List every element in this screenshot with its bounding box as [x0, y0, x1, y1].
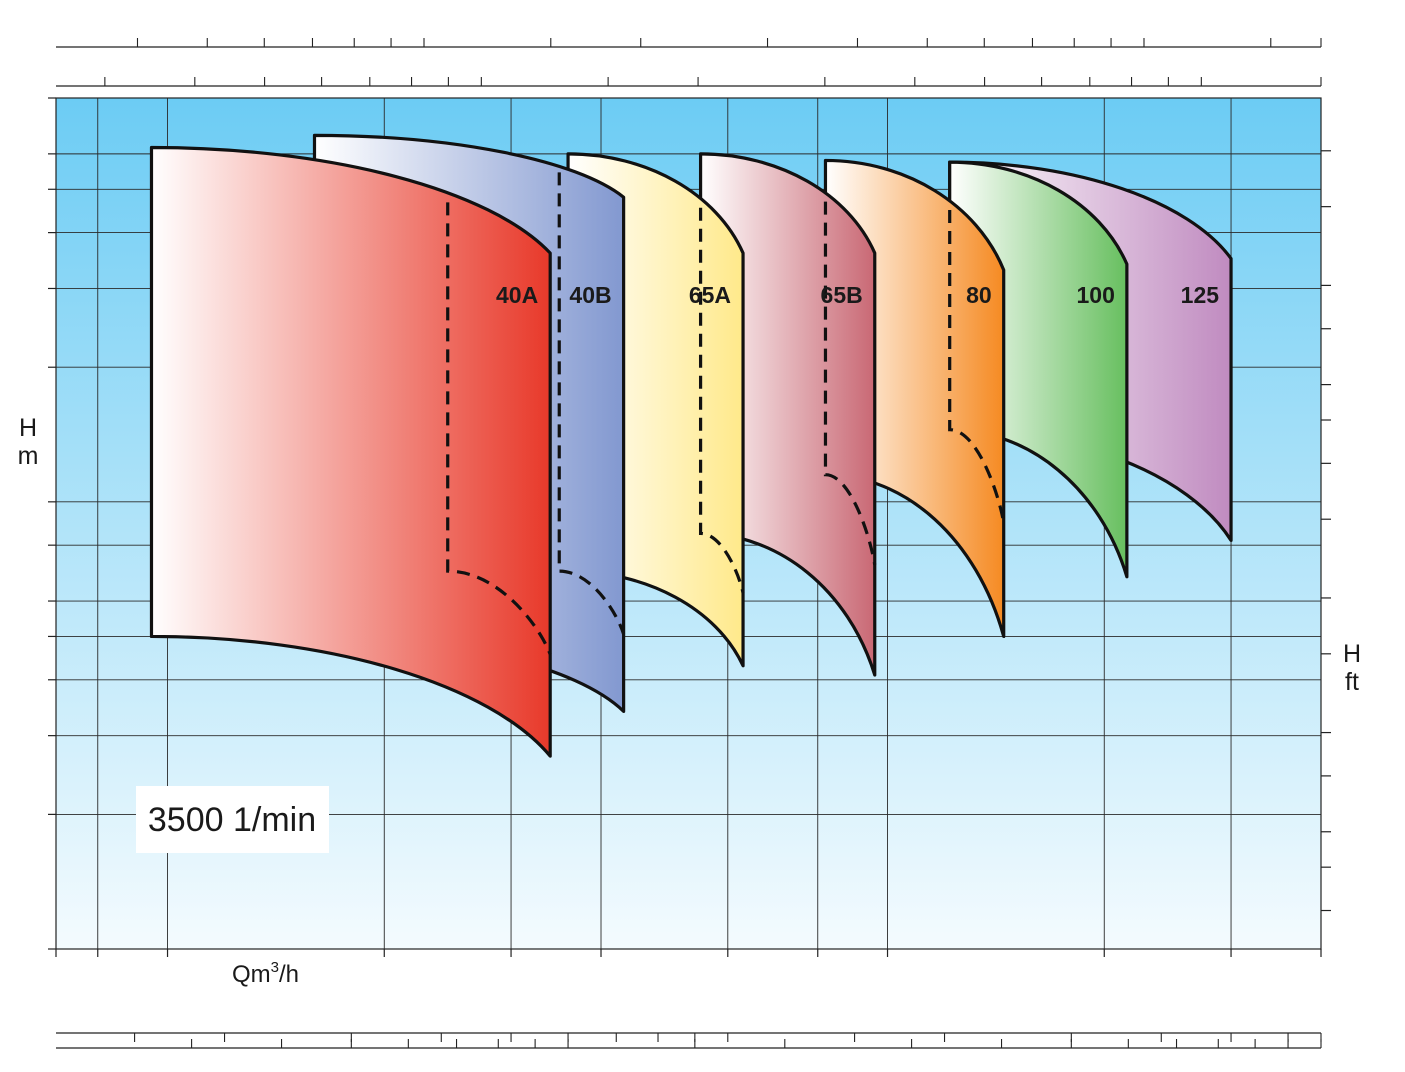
top-flow-axes — [56, 38, 1322, 87]
curve-label-80: 80 — [966, 282, 992, 308]
bottom-flow-axes — [56, 1032, 1322, 1049]
speed-label-box: 3500 1/min — [136, 786, 329, 853]
left-axis-head-m — [48, 97, 56, 950]
curve-trim-boundary-40A — [446, 202, 552, 655]
bottom-axis-label-sup: 3 — [271, 959, 279, 976]
bottom-axis-label-end: /h — [279, 961, 299, 988]
right-axis-label-h: H — [1343, 640, 1361, 668]
l_per_sec-axis — [56, 1039, 1322, 1049]
left-axis-label-h: H — [19, 414, 37, 442]
curve-trim-boundary-80 — [948, 209, 1006, 523]
curve-label-65B: 65B — [821, 282, 863, 308]
bottom-axis-flow-m3h — [55, 949, 1322, 957]
us_gpm-axis — [56, 38, 1322, 48]
speed-label: 3500 1/min — [148, 801, 316, 839]
curve-trim-boundary-65A — [698, 207, 745, 594]
curve-trim-boundary-65B — [823, 201, 877, 566]
curve-40A: 40A — [149, 145, 552, 758]
curve-label-65A: 65A — [689, 282, 731, 308]
pump-curves: 125 100 80 65B 65A 40B 40A — [149, 133, 1233, 758]
curve-trim-boundary-40B — [557, 172, 626, 635]
right-axis-label-ft: ft — [1345, 668, 1359, 696]
right-axis-head-ft — [1321, 150, 1331, 912]
curve-label-125: 125 — [1181, 282, 1220, 308]
curve-label-100: 100 — [1076, 282, 1114, 308]
bottom-axis-label: Qm3/h — [232, 959, 299, 988]
curve-label-40B: 40B — [569, 282, 611, 308]
bottom-axis-label-main: Qm — [232, 961, 271, 988]
curve-label-40A: 40A — [496, 282, 538, 308]
imp_gpm-axis — [56, 77, 1322, 87]
left-axis-label-m: m — [18, 442, 39, 470]
curve-area-40A — [149, 145, 552, 758]
l_per_min-axis — [56, 1032, 1322, 1042]
plot-border — [55, 97, 1322, 950]
